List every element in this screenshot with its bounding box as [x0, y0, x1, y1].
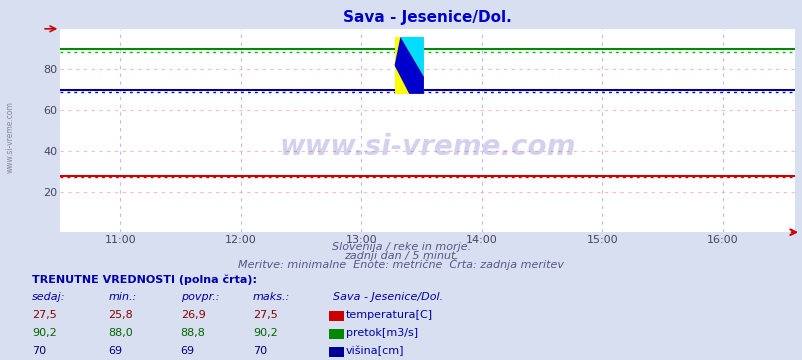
Text: www.si-vreme.com: www.si-vreme.com [6, 101, 15, 173]
Polygon shape [394, 37, 423, 94]
Text: 26,9: 26,9 [180, 310, 205, 320]
Text: povpr.:: povpr.: [180, 292, 219, 302]
Polygon shape [400, 37, 423, 77]
Text: Meritve: minimalne  Enote: metrične  Črta: zadnja meritev: Meritve: minimalne Enote: metrične Črta:… [238, 258, 564, 270]
Title: Sava - Jesenice/Dol.: Sava - Jesenice/Dol. [342, 10, 512, 25]
Text: višina[cm]: višina[cm] [346, 346, 404, 356]
Text: temperatura[C]: temperatura[C] [346, 310, 432, 320]
Text: 70: 70 [32, 346, 47, 356]
Text: 70: 70 [253, 346, 267, 356]
Bar [394, 37, 423, 94]
Text: min.:: min.: [108, 292, 136, 302]
Text: 90,2: 90,2 [32, 328, 57, 338]
Text: sedaj:: sedaj: [32, 292, 66, 302]
Text: 27,5: 27,5 [32, 310, 57, 320]
Text: Sava - Jesenice/Dol.: Sava - Jesenice/Dol. [333, 292, 443, 302]
Text: 25,8: 25,8 [108, 310, 133, 320]
Text: www.si-vreme.com: www.si-vreme.com [279, 133, 575, 161]
Text: 90,2: 90,2 [253, 328, 277, 338]
Text: 69: 69 [180, 346, 195, 356]
Text: maks.:: maks.: [253, 292, 290, 302]
Text: 88,8: 88,8 [180, 328, 205, 338]
Text: TRENUTNE VREDNOSTI (polna črta):: TRENUTNE VREDNOSTI (polna črta): [32, 274, 257, 285]
Text: 27,5: 27,5 [253, 310, 277, 320]
Text: 69: 69 [108, 346, 123, 356]
Text: Slovenija / reke in morje.: Slovenija / reke in morje. [331, 242, 471, 252]
Text: pretok[m3/s]: pretok[m3/s] [346, 328, 418, 338]
Text: 88,0: 88,0 [108, 328, 133, 338]
Text: zadnji dan / 5 minut.: zadnji dan / 5 minut. [343, 251, 459, 261]
